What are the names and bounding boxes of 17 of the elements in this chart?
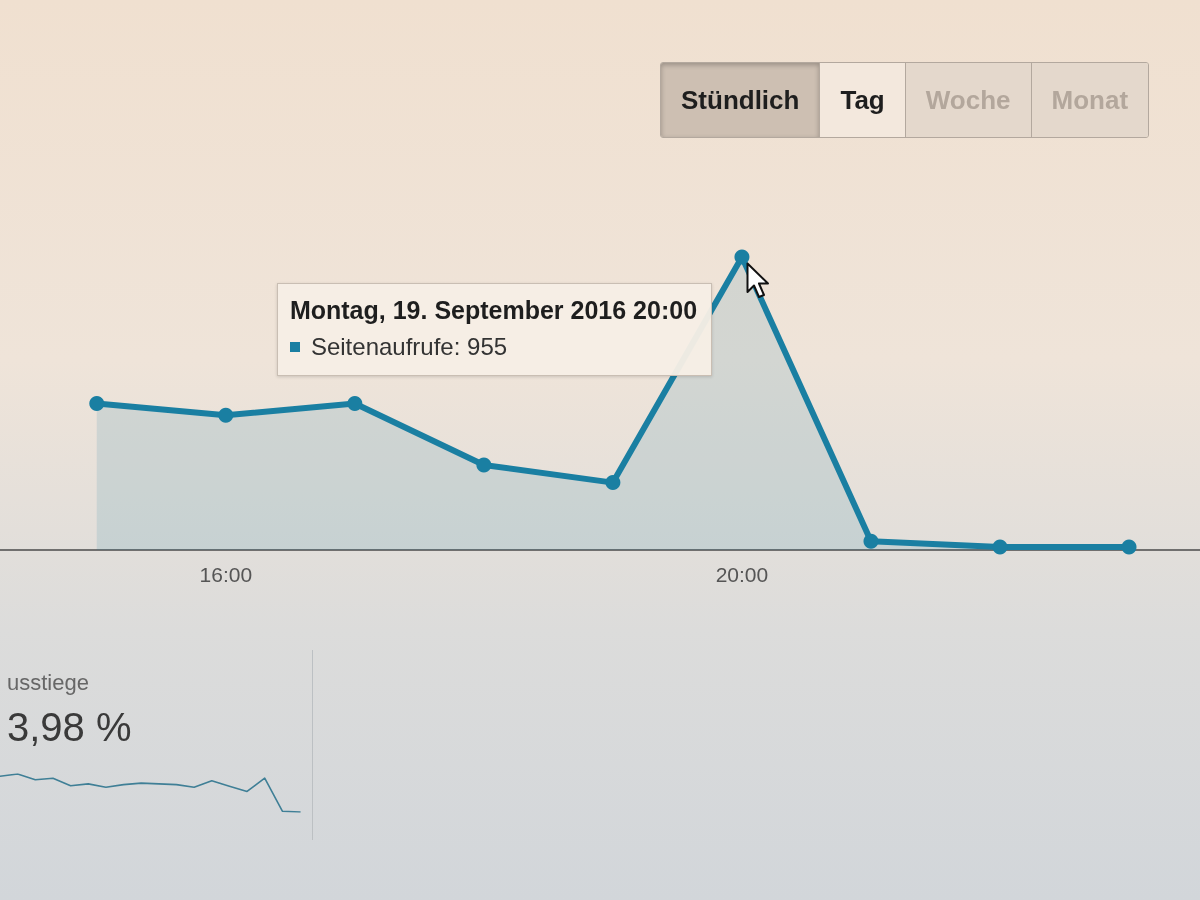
annotation: Montag, 19. September 2016 20:00 — [289, 296, 698, 324]
point — [992, 539, 1008, 555]
point — [218, 407, 234, 423]
point — [89, 396, 105, 411]
point — [1121, 539, 1137, 555]
chart-subtitle: 3,98 % — [7, 705, 132, 749]
point — [347, 396, 363, 411]
button: Tag — [819, 63, 905, 137]
button: Stündlich — [661, 63, 820, 137]
point — [734, 249, 750, 265]
point — [476, 457, 492, 473]
chart-title: usstiege — [7, 669, 89, 695]
x-tick-label: 20:00 — [715, 563, 769, 586]
annotation: Seitenaufrufe: 955 — [310, 333, 508, 361]
point — [605, 475, 621, 491]
point — [863, 533, 879, 549]
x-tick-label: 16:00 — [199, 563, 253, 586]
